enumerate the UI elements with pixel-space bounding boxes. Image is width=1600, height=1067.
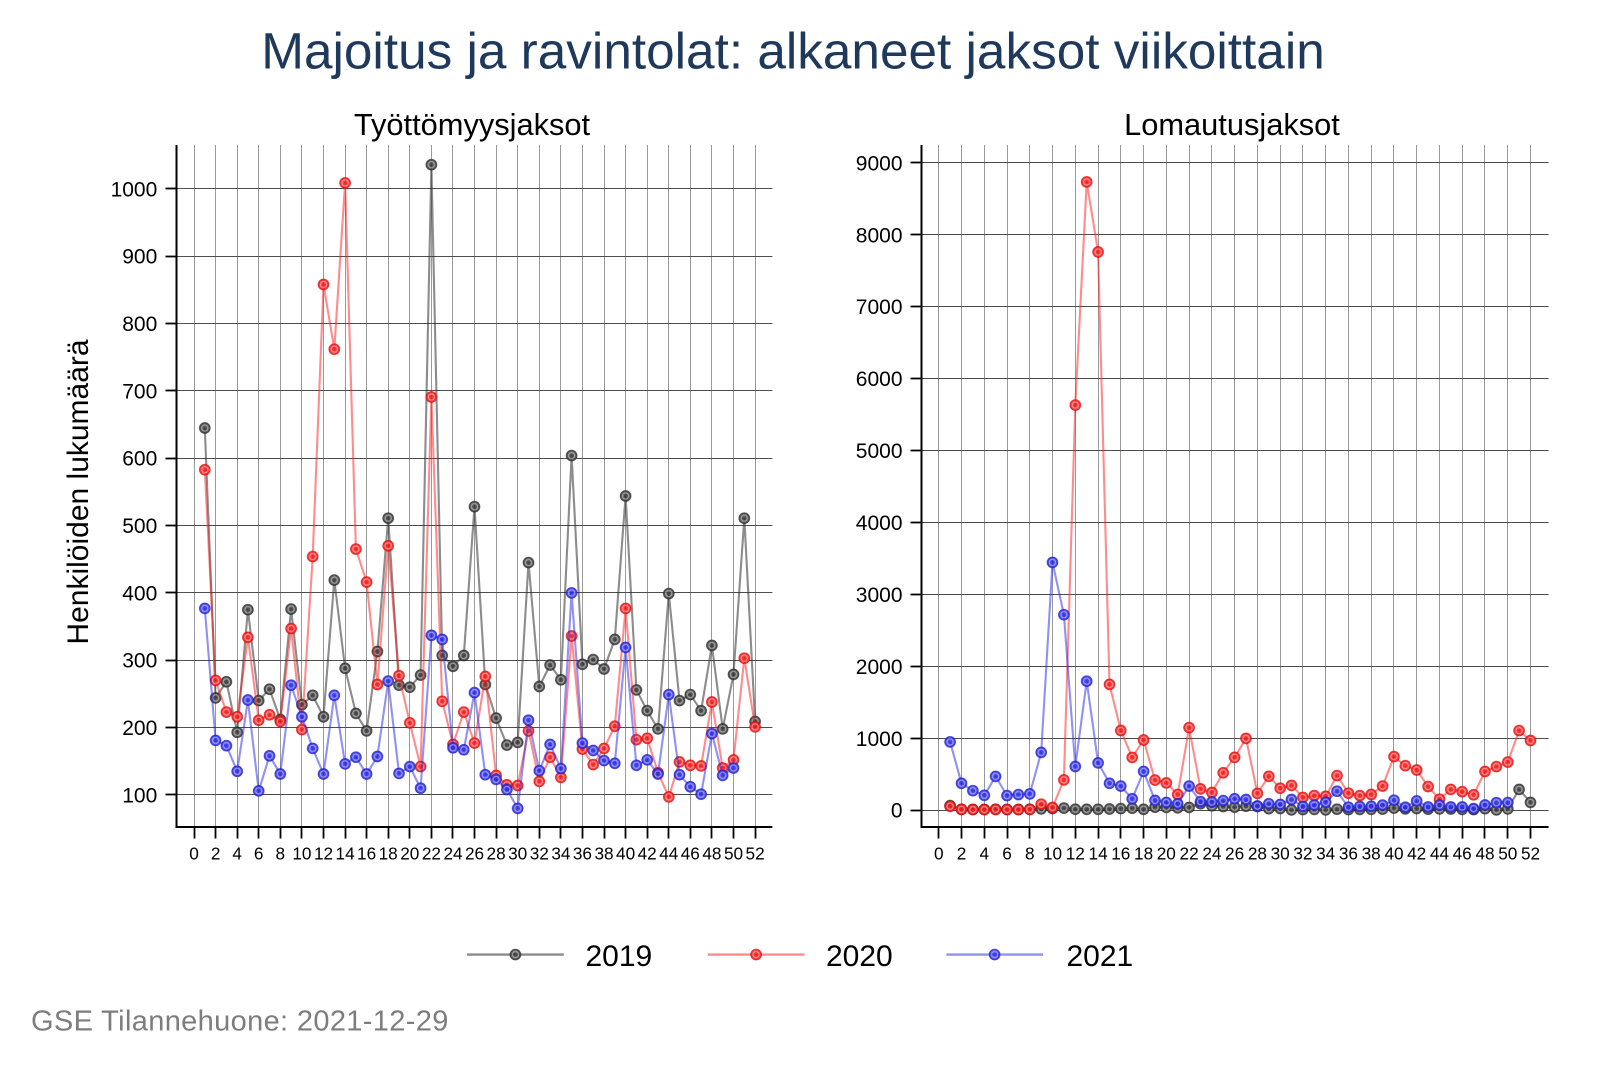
svg-text:42: 42 xyxy=(638,844,657,864)
svg-text:34: 34 xyxy=(551,844,571,864)
svg-text:3000: 3000 xyxy=(856,584,903,607)
svg-text:12: 12 xyxy=(314,844,333,864)
svg-text:16: 16 xyxy=(1111,844,1130,864)
svg-text:5000: 5000 xyxy=(856,440,903,463)
svg-text:46: 46 xyxy=(681,844,700,864)
svg-text:200: 200 xyxy=(122,717,157,740)
svg-text:6: 6 xyxy=(1002,844,1012,864)
svg-text:0: 0 xyxy=(934,844,944,864)
svg-text:16: 16 xyxy=(357,844,376,864)
svg-text:7000: 7000 xyxy=(856,296,903,319)
svg-text:2020: 2020 xyxy=(826,940,893,973)
svg-text:20: 20 xyxy=(400,844,419,864)
svg-text:600: 600 xyxy=(122,448,157,471)
svg-text:Työttömyysjaksot: Työttömyysjaksot xyxy=(354,107,591,142)
svg-text:40: 40 xyxy=(616,844,635,864)
svg-text:GSE Tilannehuone: 2021-12-29: GSE Tilannehuone: 2021-12-29 xyxy=(31,1006,449,1038)
svg-text:8: 8 xyxy=(276,844,286,864)
svg-text:Lomautusjaksot: Lomautusjaksot xyxy=(1124,107,1340,142)
svg-text:500: 500 xyxy=(122,515,157,538)
svg-text:10: 10 xyxy=(1043,844,1062,864)
svg-text:8: 8 xyxy=(1025,844,1035,864)
svg-text:48: 48 xyxy=(702,844,721,864)
svg-text:36: 36 xyxy=(573,844,592,864)
svg-text:18: 18 xyxy=(1134,844,1153,864)
svg-text:42: 42 xyxy=(1407,844,1426,864)
svg-text:0: 0 xyxy=(189,844,199,864)
svg-text:22: 22 xyxy=(422,844,441,864)
svg-text:22: 22 xyxy=(1180,844,1199,864)
svg-text:38: 38 xyxy=(594,844,613,864)
svg-text:32: 32 xyxy=(530,844,549,864)
svg-text:2019: 2019 xyxy=(586,940,653,973)
svg-text:24: 24 xyxy=(1202,844,1222,864)
svg-text:28: 28 xyxy=(487,844,506,864)
svg-text:Majoitus ja ravintolat: alkane: Majoitus ja ravintolat: alkaneet jaksot … xyxy=(261,23,1325,80)
svg-text:2: 2 xyxy=(211,844,221,864)
svg-text:2: 2 xyxy=(957,844,967,864)
svg-text:28: 28 xyxy=(1248,844,1267,864)
svg-text:4: 4 xyxy=(980,844,990,864)
svg-text:40: 40 xyxy=(1384,844,1403,864)
svg-text:2021: 2021 xyxy=(1067,940,1134,973)
svg-text:1000: 1000 xyxy=(111,178,158,201)
svg-text:6: 6 xyxy=(254,844,264,864)
svg-text:32: 32 xyxy=(1293,844,1312,864)
svg-text:26: 26 xyxy=(1225,844,1244,864)
svg-text:14: 14 xyxy=(1089,844,1109,864)
svg-text:30: 30 xyxy=(508,844,527,864)
svg-text:9000: 9000 xyxy=(856,152,903,175)
svg-text:Henkilöiden lukumäärä: Henkilöiden lukumäärä xyxy=(62,339,95,644)
svg-text:44: 44 xyxy=(1430,844,1450,864)
svg-text:24: 24 xyxy=(443,844,463,864)
svg-text:46: 46 xyxy=(1453,844,1472,864)
svg-text:36: 36 xyxy=(1339,844,1358,864)
svg-text:52: 52 xyxy=(746,844,765,864)
svg-text:48: 48 xyxy=(1475,844,1494,864)
svg-text:14: 14 xyxy=(336,844,356,864)
svg-text:50: 50 xyxy=(1498,844,1517,864)
svg-text:0: 0 xyxy=(891,800,903,823)
svg-text:44: 44 xyxy=(659,844,679,864)
svg-text:26: 26 xyxy=(465,844,484,864)
svg-text:400: 400 xyxy=(122,582,157,605)
svg-text:10: 10 xyxy=(292,844,311,864)
svg-text:300: 300 xyxy=(122,650,157,673)
svg-text:18: 18 xyxy=(379,844,398,864)
svg-text:900: 900 xyxy=(122,246,157,269)
svg-text:700: 700 xyxy=(122,380,157,403)
svg-text:4000: 4000 xyxy=(856,512,903,535)
svg-text:34: 34 xyxy=(1316,844,1336,864)
svg-text:30: 30 xyxy=(1271,844,1290,864)
svg-text:20: 20 xyxy=(1157,844,1176,864)
svg-text:12: 12 xyxy=(1066,844,1085,864)
svg-text:4: 4 xyxy=(232,844,242,864)
svg-text:50: 50 xyxy=(724,844,743,864)
svg-text:52: 52 xyxy=(1521,844,1540,864)
svg-text:100: 100 xyxy=(122,784,157,807)
svg-text:2000: 2000 xyxy=(856,656,903,679)
svg-text:1000: 1000 xyxy=(856,728,903,751)
svg-text:6000: 6000 xyxy=(856,368,903,391)
svg-text:38: 38 xyxy=(1362,844,1381,864)
svg-text:8000: 8000 xyxy=(856,224,903,247)
svg-text:800: 800 xyxy=(122,313,157,336)
